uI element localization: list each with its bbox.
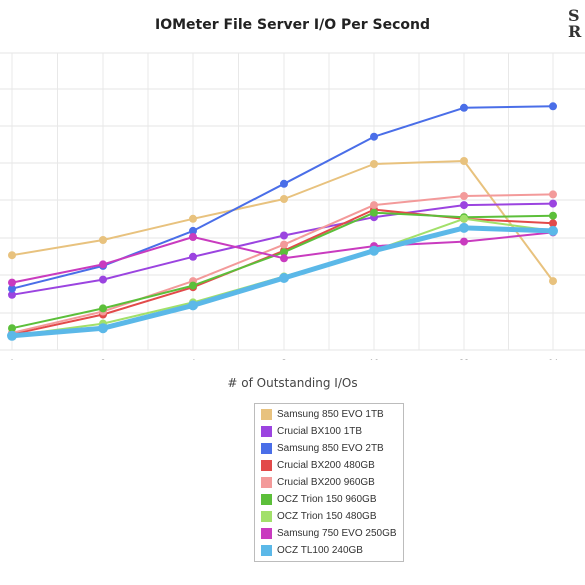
legend-label: OCZ Trion 150 960GB	[277, 494, 377, 505]
data-point	[369, 245, 379, 256]
data-point	[280, 240, 288, 249]
chart-title: IOMeter File Server I/O Per Second	[154, 17, 431, 33]
legend-label: Samsung 850 EVO 2TB	[277, 443, 384, 454]
data-point	[549, 277, 557, 286]
x-tick-label: 2	[100, 358, 105, 360]
x-tick-label: 16	[369, 358, 379, 360]
grid	[0, 52, 585, 351]
legend-item: OCZ Trion 150 960GB	[255, 491, 403, 508]
data-point	[188, 300, 198, 311]
legend-label: Crucial BX200 960GB	[277, 477, 375, 488]
data-point	[189, 233, 197, 241]
data-point	[8, 290, 16, 299]
x-tick-labels: 1 2 4 8 16 32 64	[9, 358, 558, 360]
legend-item: Samsung 850 EVO 1TB	[255, 406, 403, 423]
data-point	[8, 324, 16, 333]
data-point	[99, 304, 107, 313]
legend-swatch	[261, 409, 272, 420]
data-point	[460, 214, 468, 223]
series-8	[7, 222, 558, 341]
series-lines	[7, 102, 558, 341]
legend-swatch	[261, 426, 272, 437]
x-tick-label: 4	[190, 358, 195, 360]
data-point	[549, 102, 557, 111]
legend-item: OCZ Trion 150 480GB	[255, 508, 403, 525]
legend-label: Crucial BX100 1TB	[277, 426, 363, 437]
data-point	[189, 226, 197, 235]
legend-swatch	[261, 545, 272, 556]
data-point	[459, 222, 469, 233]
x-tick-label: 32	[459, 358, 469, 360]
data-point	[549, 199, 557, 208]
legend-item: Crucial BX200 960GB	[255, 474, 403, 491]
series-0	[8, 157, 557, 286]
data-point	[99, 236, 107, 244]
series-line	[11, 193, 554, 334]
legend-label: Crucial BX200 480GB	[277, 460, 375, 471]
data-point	[7, 330, 17, 341]
data-point	[280, 231, 288, 240]
data-point	[280, 254, 288, 263]
data-point	[370, 208, 378, 217]
x-tick-label: 64	[548, 358, 558, 360]
legend-swatch	[261, 528, 272, 539]
data-point	[8, 284, 16, 293]
data-point	[549, 190, 557, 199]
x-tick-label: 8	[281, 358, 286, 360]
legend-label: Samsung 850 EVO 1TB	[277, 409, 384, 420]
legend-swatch	[261, 511, 272, 522]
data-point	[370, 201, 378, 210]
legend-swatch	[261, 443, 272, 454]
x-axis-title: # of Outstanding I/Os	[227, 376, 358, 390]
data-point	[279, 273, 289, 283]
data-point	[8, 278, 16, 287]
data-point	[460, 237, 468, 246]
data-point	[370, 160, 378, 168]
legend-swatch	[261, 460, 272, 471]
legend-label: OCZ Trion 150 480GB	[277, 511, 377, 522]
data-point	[460, 157, 468, 165]
legend-item: Samsung 750 EVO 250GB	[255, 525, 403, 542]
legend-item: Crucial BX200 480GB	[255, 457, 403, 474]
data-point	[280, 248, 288, 257]
line-chart: 1 2 4 8 16 32 64	[0, 52, 585, 360]
legend-swatch	[261, 477, 272, 488]
data-point	[99, 260, 107, 269]
data-point	[460, 192, 468, 200]
legend-item: Samsung 850 EVO 2TB	[255, 440, 403, 457]
data-point	[280, 195, 288, 203]
data-point	[8, 251, 16, 260]
data-point	[189, 281, 197, 290]
x-tick-label: 1	[9, 358, 14, 360]
legend-label: OCZ TL100 240GB	[277, 545, 363, 556]
series-4	[8, 190, 557, 337]
series-line	[11, 160, 554, 282]
legend-label: Samsung 750 EVO 250GB	[277, 528, 397, 539]
data-point	[460, 201, 468, 210]
legend-swatch	[261, 494, 272, 505]
data-point	[189, 252, 197, 261]
data-point	[99, 275, 107, 284]
legend-item: OCZ TL100 240GB	[255, 542, 403, 559]
series-3	[8, 205, 557, 339]
legend: Samsung 850 EVO 1TB Crucial BX100 1TB Sams…	[254, 403, 404, 562]
data-point	[98, 323, 108, 334]
legend-item: Crucial BX100 1TB	[255, 423, 403, 440]
data-point	[189, 214, 197, 223]
data-point	[280, 179, 288, 188]
data-point	[370, 132, 378, 141]
data-point	[549, 211, 557, 220]
data-point	[549, 219, 557, 228]
data-point	[460, 103, 468, 112]
data-point	[548, 225, 558, 236]
